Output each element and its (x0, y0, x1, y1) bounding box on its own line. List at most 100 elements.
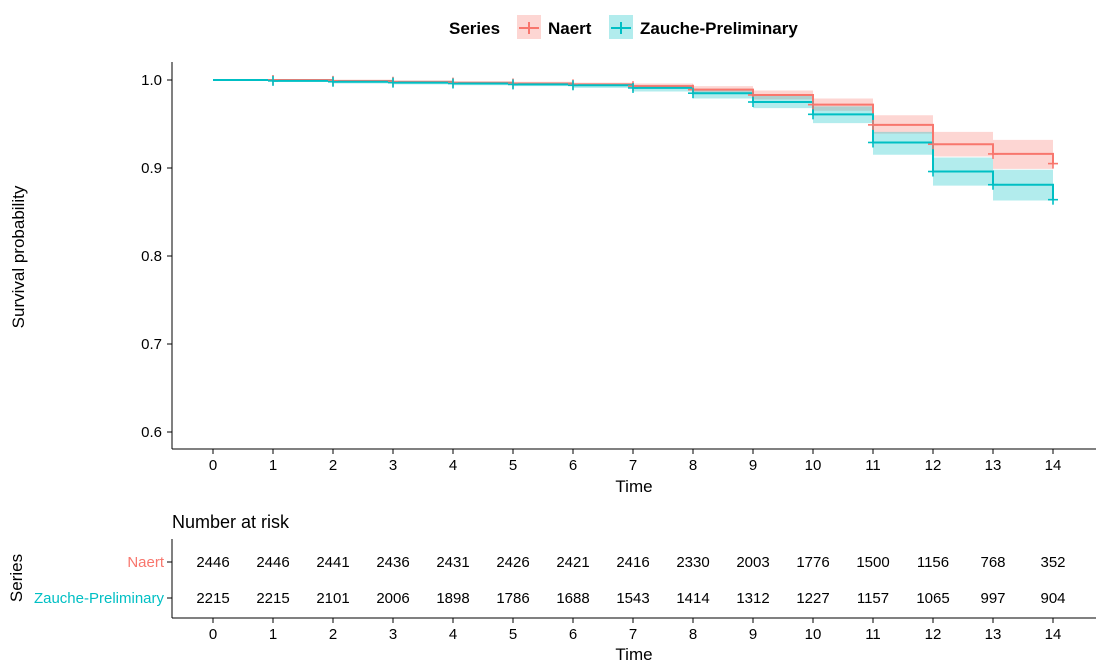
x-tick-label: 11 (865, 457, 881, 474)
risk-count: 2426 (496, 554, 529, 571)
x-axis-title: Time (615, 477, 652, 496)
x-tick-label: 6 (569, 457, 577, 474)
legend-item: Zauche-Preliminary (609, 15, 798, 39)
censor-mark (388, 77, 398, 88)
risk-count: 768 (980, 554, 1005, 571)
censor-mark (448, 78, 458, 89)
y-tick-label: 0.9 (141, 160, 162, 177)
risk-count: 997 (980, 590, 1005, 607)
risk-count: 2330 (676, 554, 709, 571)
x-tick-label: 2 (329, 457, 337, 474)
risk-count: 2431 (436, 554, 469, 571)
survival-plot: 0 1 2 3 4 5 6 7 8 9 10 11 12 13 14 0.60.70.80.91.0 Tim… (9, 62, 1096, 496)
censor-mark (568, 80, 578, 91)
risk-row-label: Zauche-Preliminary (34, 590, 165, 607)
censor-mark (808, 109, 818, 120)
x-tick-label: 7 (629, 457, 637, 474)
risk-table-title: Number at risk (172, 512, 290, 532)
legend: Series Naert Zauche-Preliminary (449, 15, 798, 39)
risk-x-tick-label: 0 (209, 626, 217, 643)
risk-x-tick-label: 12 (925, 626, 942, 643)
risk-count: 352 (1040, 554, 1065, 571)
y-tick-label: 1.0 (141, 72, 162, 89)
risk-x-tick-label: 4 (449, 626, 457, 643)
x-tick-label: 12 (925, 457, 942, 474)
risk-count: 1898 (436, 590, 469, 607)
censor-mark (508, 79, 518, 90)
censor-mark (868, 137, 878, 148)
risk-table: Number at risk Naert 2446 2446 2441 2436 2431… (7, 512, 1096, 664)
legend-key (609, 15, 633, 39)
x-tick-label: 14 (1045, 457, 1062, 474)
risk-x-tick-label: 2 (329, 626, 337, 643)
risk-count: 2006 (376, 590, 409, 607)
risk-x-tick-label: 8 (689, 626, 697, 643)
legend-item: Naert (517, 15, 592, 39)
x-tick-label: 10 (805, 457, 822, 474)
y-tick-label: 0.6 (141, 424, 162, 441)
risk-count: 1543 (616, 590, 649, 607)
censor-mark (628, 82, 638, 93)
x-tick-label: 0 (209, 457, 217, 474)
risk-x-tick-label: 7 (629, 626, 637, 643)
risk-count: 1776 (796, 554, 829, 571)
risk-x-tick-label: 9 (749, 626, 757, 643)
censor-mark (268, 75, 278, 86)
risk-count: 1312 (736, 590, 769, 607)
y-axis-title: Survival probability (9, 185, 28, 328)
risk-count: 2436 (376, 554, 409, 571)
censor-mark (988, 179, 998, 190)
censor-mark (1048, 194, 1058, 205)
risk-count: 1500 (856, 554, 889, 571)
risk-row-label: Naert (127, 554, 165, 571)
risk-count: 2215 (256, 590, 289, 607)
risk-count: 2101 (316, 590, 349, 607)
risk-count: 1227 (796, 590, 829, 607)
confidence-band (213, 80, 1053, 217)
risk-x-tick-label: 5 (509, 626, 517, 643)
risk-count: 1688 (556, 590, 589, 607)
censor-mark (868, 119, 878, 130)
x-tick-label: 13 (985, 457, 1002, 474)
legend-label: Naert (548, 19, 592, 38)
risk-count: 2446 (196, 554, 229, 571)
x-tick-label: 9 (749, 457, 757, 474)
risk-count: 904 (1040, 590, 1065, 607)
risk-x-tick-label: 1 (269, 626, 277, 643)
censor-mark (1048, 158, 1058, 169)
risk-count: 1157 (857, 590, 889, 607)
censor-mark (748, 97, 758, 107)
confidence-band (213, 80, 1053, 186)
censor-mark (688, 88, 698, 99)
risk-count: 1414 (676, 590, 709, 607)
legend-title: Series (449, 19, 500, 38)
risk-count: 2421 (556, 554, 589, 571)
legend-key (517, 15, 541, 39)
risk-row-axis-title: Series (7, 554, 26, 602)
censor-mark (328, 76, 338, 87)
x-tick-label: 5 (509, 457, 517, 474)
legend-label: Zauche-Preliminary (640, 19, 798, 38)
risk-count: 2441 (316, 554, 349, 571)
x-tick-label: 3 (389, 457, 397, 474)
risk-count: 1065 (916, 590, 949, 607)
risk-x-tick-label: 10 (805, 626, 822, 643)
censor-mark (988, 148, 998, 159)
y-tick-label: 0.8 (141, 248, 162, 265)
risk-x-tick-label: 13 (985, 626, 1002, 643)
censor-mark (808, 99, 818, 110)
risk-count: 1786 (496, 590, 529, 607)
risk-x-axis-title: Time (615, 645, 652, 664)
risk-count: 2003 (736, 554, 769, 571)
censor-mark (928, 166, 938, 177)
risk-count: 2446 (256, 554, 289, 571)
risk-count: 2416 (616, 554, 649, 571)
censor-mark (928, 139, 938, 150)
x-tick-label: 4 (449, 457, 457, 474)
x-tick-label: 1 (269, 457, 277, 474)
risk-x-tick-label: 14 (1045, 626, 1062, 643)
y-tick-label: 0.7 (141, 336, 162, 353)
risk-count: 1156 (917, 554, 949, 571)
risk-x-tick-label: 6 (569, 626, 577, 643)
